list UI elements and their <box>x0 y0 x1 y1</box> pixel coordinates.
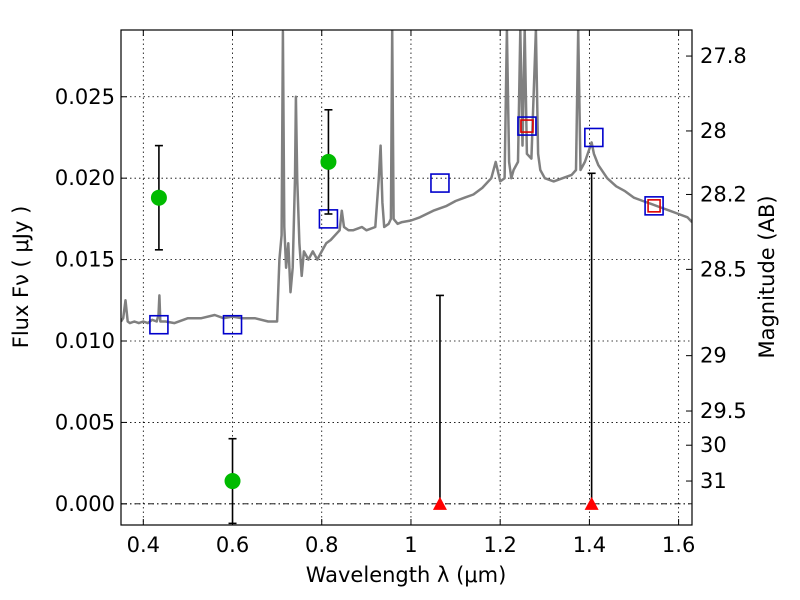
y-tick-label: 0.020 <box>55 166 115 190</box>
model-square <box>584 127 604 148</box>
x-tick-label: 1.2 <box>483 533 516 557</box>
mag-tick-label: 30 <box>700 433 727 457</box>
x-tick-label: 1.6 <box>662 533 695 557</box>
spectrum-line <box>121 30 692 325</box>
model-square <box>517 116 537 136</box>
plot-series <box>121 30 692 525</box>
x-tick-label: 1.4 <box>573 533 606 557</box>
model-square <box>149 314 169 335</box>
data-point <box>320 153 337 170</box>
model-square-red <box>520 119 534 133</box>
mag-tick-label: 27.8 <box>700 44 747 68</box>
mag-ticks: 27.8 28 28.2 28.5 29 29.5 30 31 <box>686 44 747 493</box>
mag-tick-label: 31 <box>700 469 727 493</box>
y-tick-label: 0.025 <box>55 85 115 109</box>
x-ticks: 0.4 0.6 0.8 1 1.2 1.4 1.6 <box>127 30 695 557</box>
data-point <box>224 473 241 490</box>
mag-tick-label: 28 <box>700 119 727 143</box>
model-square <box>222 314 243 335</box>
plot-frame <box>120 29 693 526</box>
upper-limit-marker <box>432 496 447 510</box>
y-axis-label: Flux Fν ( μJy ) <box>9 206 33 349</box>
mag-tick-label: 29 <box>700 344 727 368</box>
mag-tick-label: 28.5 <box>700 257 747 281</box>
x-tick-label: 0.6 <box>216 533 249 557</box>
y2-axis-label: Magnitude (AB) <box>755 195 779 358</box>
model-square <box>644 196 664 216</box>
y-tick-label: 0.010 <box>55 329 115 353</box>
mag-tick-label: 29.5 <box>700 399 747 423</box>
x-tick-label: 0.8 <box>305 533 338 557</box>
y-tick-label: 0.005 <box>55 410 115 434</box>
x-tick-label: 0.4 <box>127 533 160 557</box>
upper-limit-marker <box>584 496 599 510</box>
model-square-red <box>647 199 661 213</box>
data-point <box>150 189 167 206</box>
x-axis-label: Wavelength λ (μm) <box>306 563 507 587</box>
mag-tick-label: 28.2 <box>700 182 747 206</box>
y-ticks: 0.000 0.005 0.010 0.015 0.020 0.025 <box>55 85 127 516</box>
x-tick-label: 1 <box>404 533 417 557</box>
grid-lines <box>121 30 692 525</box>
y-tick-label: 0.015 <box>55 248 115 272</box>
y-tick-label: 0.000 <box>55 492 115 516</box>
model-square <box>430 173 450 193</box>
